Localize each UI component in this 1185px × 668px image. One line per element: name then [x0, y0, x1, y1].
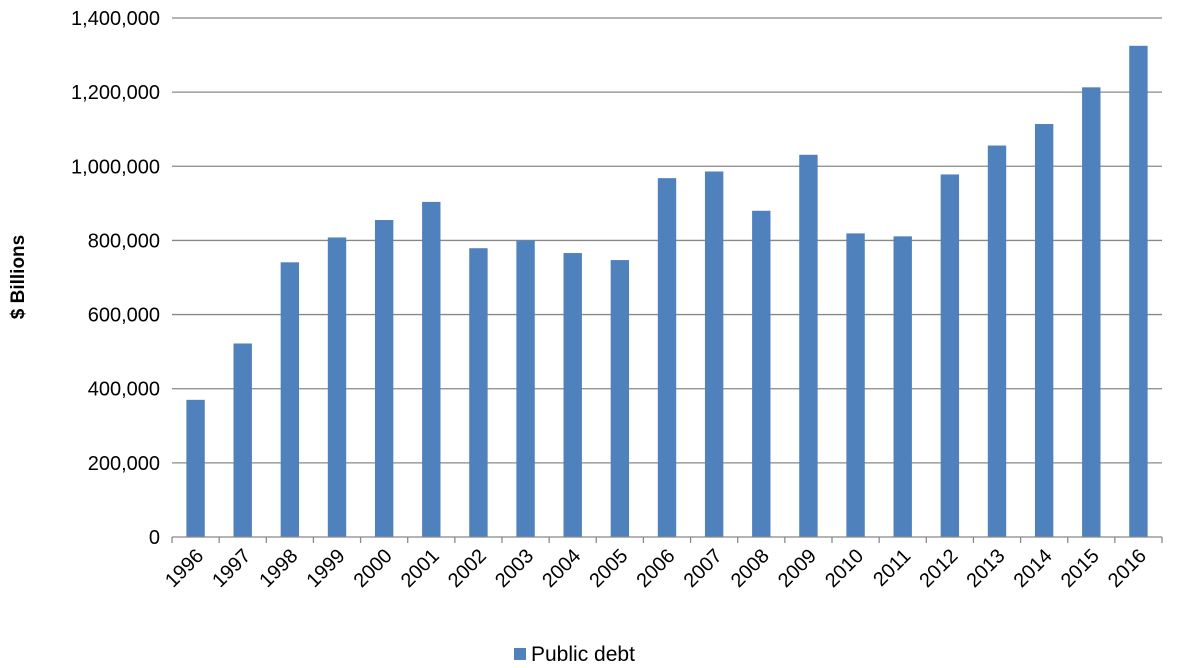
x-tick-label: 2009: [774, 545, 821, 592]
x-tick-label: 2007: [680, 545, 727, 592]
bar: [186, 399, 205, 537]
x-tick-label: 2001: [397, 545, 444, 592]
x-tick-label: 2012: [915, 545, 962, 592]
bar: [940, 174, 960, 538]
x-axis: [171, 536, 1163, 543]
bar: [893, 236, 912, 537]
y-axis-label: $ Billions: [8, 235, 29, 319]
x-tick-label: 2011: [869, 545, 915, 591]
y-tick-label: 1,000,000: [71, 156, 160, 178]
bar: [280, 262, 300, 537]
bar: [422, 201, 441, 538]
x-tick-label: 1996: [161, 545, 208, 592]
bar: [704, 171, 724, 537]
x-tick-label: 1997: [208, 545, 255, 592]
bar: [516, 240, 535, 537]
bar: [610, 260, 630, 537]
x-tick-label: 2008: [727, 545, 774, 592]
bar: [752, 210, 771, 537]
bar: [657, 178, 677, 538]
x-tick-label: 2006: [633, 545, 680, 592]
y-tick-label: 400,000: [88, 379, 160, 401]
bar: [846, 233, 865, 537]
y-tick-label: 600,000: [88, 305, 160, 327]
y-tick-label: 200,000: [88, 453, 160, 475]
x-tick-label: 2015: [1057, 545, 1104, 592]
y-tick-label: 1,400,000: [71, 8, 160, 30]
bar: [327, 237, 347, 537]
x-tick-label: 2014: [1010, 545, 1057, 592]
bar: [374, 220, 394, 537]
bar: [799, 154, 818, 537]
y-axis-tick-labels: 0 200,000 400,000 600,000 800,000 1,000,000 1,…: [71, 8, 160, 549]
y-tick-label: 1,200,000: [71, 82, 160, 104]
x-tick-label: 2010: [821, 545, 868, 592]
bar: [1034, 124, 1054, 537]
bar: [1082, 87, 1101, 537]
x-tick-label: 1998: [255, 545, 302, 592]
x-tick-label: 2003: [491, 545, 538, 592]
x-tick-label: 2016: [1104, 545, 1151, 592]
y-tick-label: 800,000: [88, 230, 160, 252]
bar: [987, 145, 1007, 538]
bars: [186, 45, 1148, 538]
y-tick-label: 0: [149, 527, 160, 549]
legend-label: Public debt: [531, 643, 635, 666]
legend-swatch: [514, 648, 526, 660]
legend: Public debt: [514, 643, 635, 666]
x-tick-label: 2002: [444, 545, 491, 592]
bar: [1129, 45, 1148, 538]
x-axis-tick-labels: 1996 1997 1998 1999 2000 2001 2002 2003 2004 2005…: [161, 545, 1151, 592]
bar: [233, 343, 252, 537]
x-tick-label: 2013: [963, 545, 1010, 592]
x-tick-label: 2005: [585, 545, 632, 592]
x-tick-label: 2000: [350, 545, 397, 592]
bar: [469, 248, 488, 538]
bar: [563, 253, 582, 538]
x-tick-label: 1999: [303, 545, 350, 592]
x-tick-label: 2004: [538, 545, 585, 592]
